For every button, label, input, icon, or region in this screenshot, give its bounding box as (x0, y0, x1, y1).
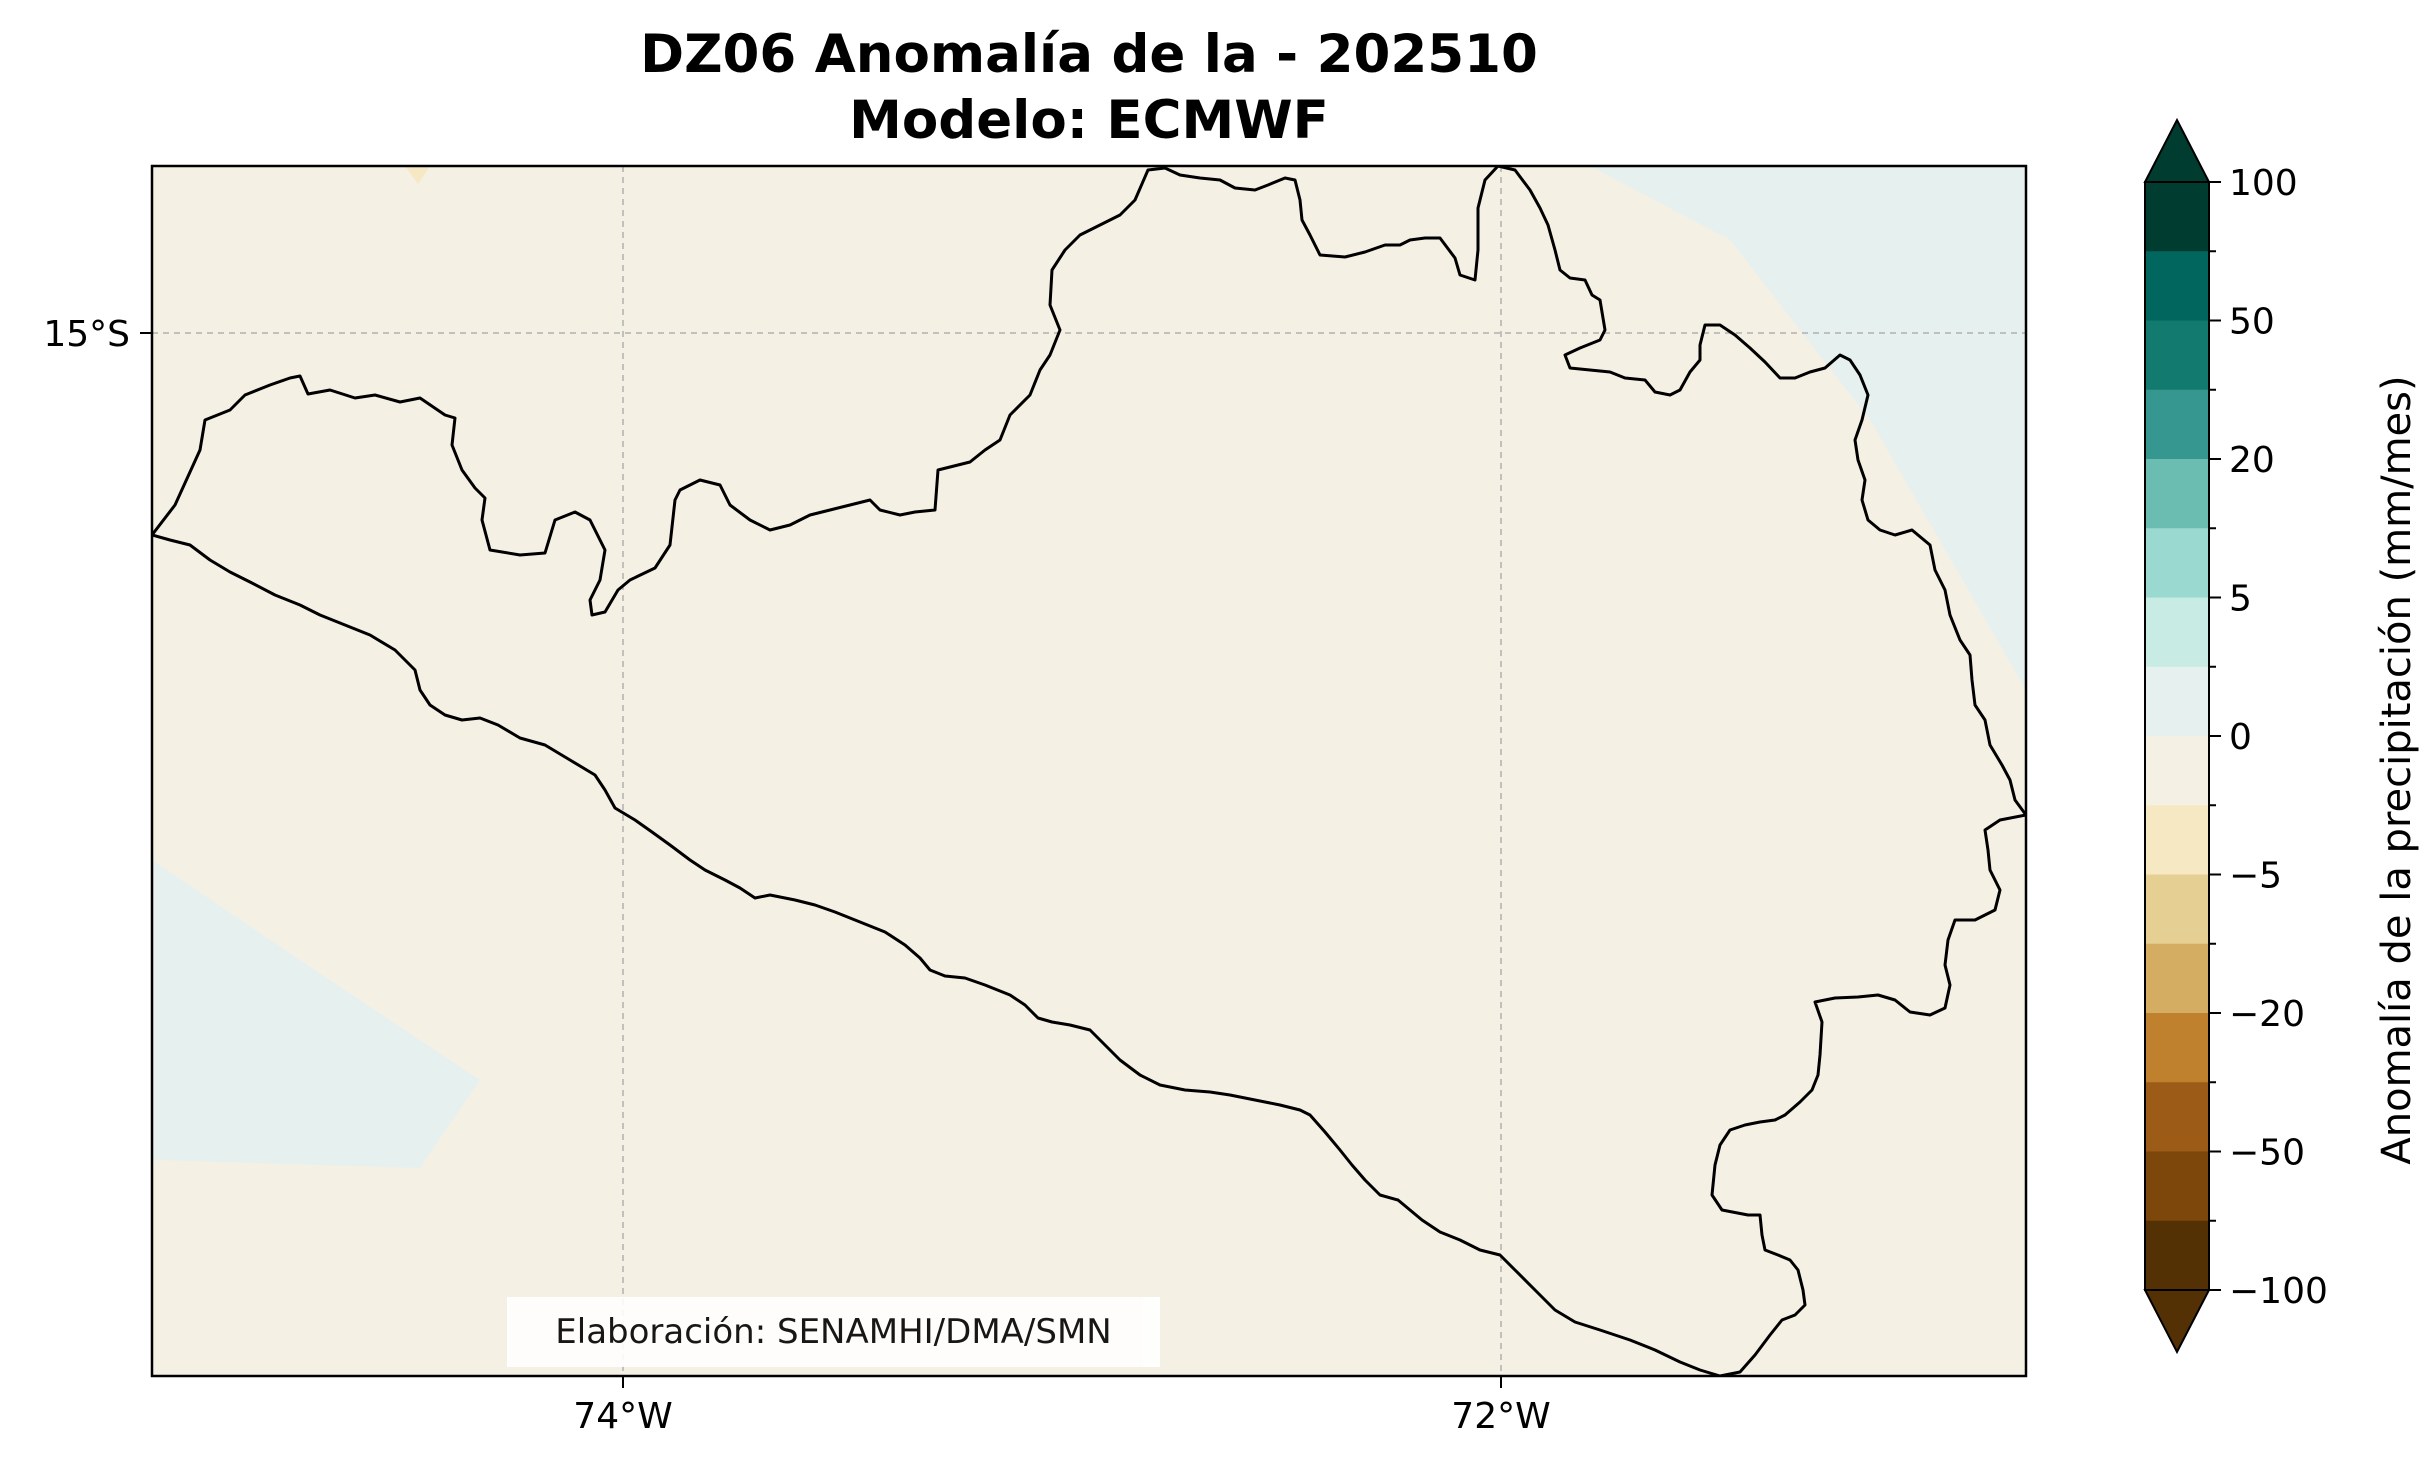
colorbar-segment (2145, 459, 2209, 529)
colorbar-tick-label: 0 (2229, 717, 2252, 758)
colorbar-segment (2145, 943, 2209, 1014)
colorbar-segment (2145, 874, 2209, 945)
colorbar-segment (2145, 736, 2209, 806)
colorbar-tick-label: −20 (2229, 994, 2305, 1035)
lon-label-74w: 74°W (573, 1396, 672, 1437)
colorbar-tick-label: 5 (2229, 579, 2252, 620)
colorbar-segment (2145, 389, 2209, 460)
map-title-line2: Modelo: ECMWF (849, 90, 1329, 151)
colorbar-segment (2145, 666, 2209, 737)
anomaly-spot-north (405, 166, 430, 184)
colorbar-segment (2145, 182, 2209, 252)
colorbar-tick-label: −50 (2229, 1133, 2305, 1174)
colorbar-segment (2145, 1151, 2209, 1222)
credit-text: Elaboración: SENAMHI/DMA/SMN (507, 1297, 1160, 1367)
lat-label-15s: 15°S (43, 314, 130, 355)
colorbar-segment (2145, 320, 2209, 391)
colorbar-extend-min (2143, 1289, 2211, 1355)
colorbar-segment (2145, 528, 2209, 599)
colorbar-segment (2145, 251, 2209, 322)
colorbar-tick-label: 100 (2229, 163, 2298, 204)
colorbar-extend-max (2143, 117, 2211, 183)
colorbar-segment (2145, 1082, 2209, 1153)
region-boundary (152, 166, 2026, 1376)
map-background (152, 166, 2026, 1376)
map-frame (150, 164, 2028, 1378)
colorbar-segment (2145, 1220, 2209, 1291)
colorbar-segment (2145, 805, 2209, 876)
map-title-line1: DZ06 Anomalía de la - 202510 (640, 24, 1538, 85)
anomaly-area-northeast (1590, 166, 2026, 690)
colorbar-tick-label: 20 (2229, 440, 2275, 481)
colorbar-tick-label: −100 (2229, 1271, 2328, 1312)
colorbar-segment (2145, 1013, 2209, 1083)
colorbar-label: Anomalía de la precipitación (mm/mes) (2374, 375, 2420, 1164)
lon-label-72w: 72°W (1451, 1396, 1550, 1437)
colorbar-tick-label: −5 (2229, 856, 2282, 897)
anomaly-area-southwest (152, 860, 480, 1168)
colorbar-tick-label: 50 (2229, 302, 2275, 343)
colorbar-segment (2145, 597, 2209, 668)
